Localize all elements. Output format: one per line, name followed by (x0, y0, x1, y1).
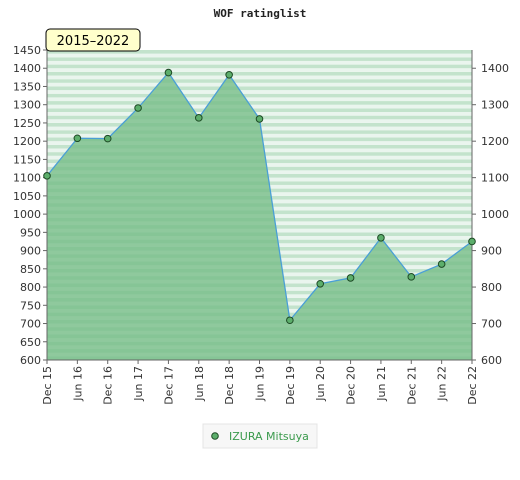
marker-layer (43, 68, 476, 325)
period-badge-box (45, 28, 141, 52)
data-point (164, 68, 173, 77)
legend-label: IZURA Mitsuya (229, 430, 309, 443)
y-tick-label-left: 1100 (13, 172, 41, 185)
grid-band (47, 93, 472, 98)
y-tick-label-right: 1000 (481, 208, 509, 221)
legend-marker (211, 432, 219, 440)
grid-band (47, 64, 472, 69)
legend-box (202, 423, 318, 449)
x-tick-label: Dec 22 (466, 366, 479, 405)
y-tick-label-left: 700 (20, 318, 41, 331)
data-point (407, 273, 416, 281)
x-tick-label: Dec 17 (162, 366, 175, 405)
y-tick-label-left: 800 (20, 281, 41, 294)
x-tick-label: Jun 17 (132, 366, 145, 402)
y-tick-label-left: 1200 (13, 135, 41, 148)
x-tick-label: Dec 21 (405, 366, 418, 405)
grid-band (47, 68, 472, 72)
y-tick-label-left: 750 (20, 299, 41, 312)
y-tick-label-left: 1300 (13, 99, 41, 112)
y-tick-label-left: 1150 (13, 153, 41, 166)
y-tick-label-right: 1300 (481, 99, 509, 112)
grid-band (47, 71, 472, 76)
x-tick-label: Jun 19 (254, 366, 267, 402)
y-tick-label-right: 1400 (481, 62, 509, 75)
data-point (468, 237, 476, 246)
grid-band (47, 97, 472, 102)
data-point (255, 115, 264, 123)
x-tick-label: Jun 21 (375, 366, 388, 402)
y-tick-label-left: 1450 (13, 44, 41, 57)
x-tick-label: Dec 16 (102, 366, 115, 405)
y-tick-label-right: 1100 (481, 172, 509, 185)
data-point (225, 71, 233, 79)
y-tick-label-right: 900 (481, 245, 502, 258)
data-point (103, 134, 112, 143)
legend[interactable]: IZURA Mitsuya (202, 423, 318, 449)
y-tick-label-right: 1200 (481, 135, 509, 148)
y-tick-label-left: 600 (20, 354, 41, 367)
x-tick-label: Dec 15 (41, 366, 54, 405)
data-point (134, 104, 142, 112)
data-point (346, 274, 355, 282)
y-tick-label-left: 850 (20, 263, 41, 276)
period-badge-label: 2015–2022 (57, 34, 130, 49)
y-tick-label-right: 700 (481, 318, 502, 331)
grid-band (47, 108, 472, 112)
y-tick-label-left: 650 (20, 336, 41, 349)
grid-band (47, 82, 472, 87)
y-tick-label-left: 900 (20, 245, 41, 258)
y-tick-label-left: 1050 (13, 190, 41, 203)
data-point (437, 260, 446, 268)
grid-band (47, 60, 472, 65)
x-tick-label: Jun 16 (71, 366, 84, 402)
y-tick-label-left: 1000 (13, 208, 41, 221)
grid-band (47, 75, 472, 80)
grid-band (47, 53, 472, 58)
y-tick-label-left: 1350 (13, 80, 41, 93)
data-point (316, 279, 325, 288)
y-tick-label-right: 600 (481, 354, 502, 367)
axes-layer: 600 650 700 750 800 850 900 950 1000 1050 1100 1150… (13, 44, 509, 405)
x-tick-label: Jun 18 (193, 366, 206, 402)
x-tick-label: Jun 20 (314, 366, 327, 402)
x-tick-label: Dec 19 (284, 366, 297, 405)
y-tick-label-right: 800 (481, 281, 502, 294)
chart-title: WOF ratinglist (214, 7, 307, 20)
grid-band (47, 112, 472, 116)
data-point (43, 172, 51, 180)
data-point (377, 234, 385, 242)
data-point (73, 134, 82, 143)
grid-band (47, 104, 472, 109)
grid-band (47, 79, 472, 83)
data-point (194, 114, 203, 122)
series-area (47, 72, 472, 361)
y-tick-label-left: 950 (20, 226, 41, 239)
grid-band (47, 90, 472, 94)
y-tick-label-left: 1250 (13, 117, 41, 130)
data-point (286, 316, 294, 325)
y-tick-label-left: 1400 (13, 62, 41, 75)
x-tick-label: Dec 18 (223, 366, 236, 405)
grid-band (47, 57, 472, 61)
x-tick-label: Jun 22 (436, 366, 449, 402)
period-badge: 2015–2022 (45, 28, 141, 52)
grid-band (47, 86, 472, 91)
grid-band (47, 101, 472, 105)
grid-band (47, 50, 472, 54)
x-tick-label: Dec 20 (345, 366, 358, 405)
